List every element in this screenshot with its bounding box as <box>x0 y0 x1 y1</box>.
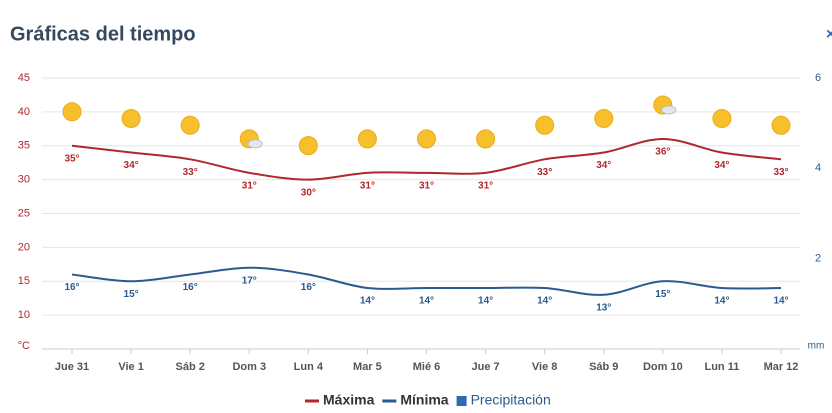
weather-icon <box>712 109 732 129</box>
sun <box>594 109 614 129</box>
legend-label: Precipitación <box>471 392 551 408</box>
cloud <box>247 139 263 149</box>
sun <box>535 115 555 135</box>
data-label: 35° <box>64 153 79 164</box>
data-label: 13° <box>596 302 611 313</box>
sun <box>417 129 436 149</box>
data-label: 17° <box>242 275 257 286</box>
data-label: 14° <box>478 296 493 307</box>
sun <box>62 102 82 122</box>
data-label: 31° <box>478 180 493 191</box>
data-label: 31° <box>242 180 257 191</box>
legend-label: Mínima <box>400 392 448 408</box>
weather-icon <box>121 109 141 129</box>
series-line <box>71 137 782 181</box>
y-tick-label: 30 <box>18 174 30 186</box>
data-label: 31° <box>419 180 434 191</box>
legend-swatch <box>456 396 467 406</box>
sun <box>357 129 377 149</box>
data-label: 16° <box>301 282 316 293</box>
sun <box>298 136 318 156</box>
data-label: 14° <box>537 296 552 307</box>
sun <box>121 109 141 129</box>
weather-icon <box>476 129 496 149</box>
data-label: 15° <box>655 289 670 300</box>
series-line <box>71 266 782 296</box>
data-label: 16° <box>64 282 79 293</box>
data-label: 16° <box>183 282 198 293</box>
sun <box>771 115 791 135</box>
y2-unit: mm <box>808 341 825 352</box>
x-tick-label: Mar 5 <box>353 361 382 373</box>
data-label: 34° <box>124 160 139 171</box>
page-title: Gráficas del tiempo <box>10 23 196 45</box>
x-tick-label: Dom 3 <box>232 361 266 373</box>
data-label: 14° <box>714 296 729 307</box>
data-label: 34° <box>596 160 611 171</box>
y-tick-label: 20 <box>18 241 30 253</box>
weather-icon <box>535 115 555 135</box>
y2-tick-label: 4 <box>815 162 821 174</box>
data-label: 14° <box>360 296 375 307</box>
y-tick-label: 25 <box>18 207 30 219</box>
data-label: 30° <box>301 187 316 198</box>
data-label: 33° <box>183 167 198 178</box>
weather-icon <box>62 102 82 122</box>
data-label: 31° <box>360 180 375 191</box>
x-tick-label: Sáb 9 <box>589 361 618 373</box>
legend-label: Máxima <box>323 392 375 408</box>
y-tick-label: 15 <box>18 275 30 287</box>
y2-tick-label: 2 <box>815 253 821 265</box>
x-tick-label: Lun 11 <box>704 361 739 373</box>
x-tick-label: Vie 1 <box>118 361 144 373</box>
weather-icon <box>771 115 791 135</box>
weather-icon <box>357 129 377 149</box>
close-icon[interactable]: × <box>826 26 832 43</box>
y-tick-label: 40 <box>18 106 30 118</box>
data-label: 36° <box>655 147 670 158</box>
y-unit: °C <box>18 340 30 352</box>
weather-icon <box>417 129 436 149</box>
data-label: 14° <box>419 296 434 307</box>
cloud <box>661 105 677 115</box>
x-tick-label: Mié 6 <box>413 361 441 373</box>
weather-icon <box>653 95 677 115</box>
y-tick-label: 45 <box>18 72 30 84</box>
x-tick-label: Jue 7 <box>472 361 500 373</box>
weather-icon <box>239 129 263 149</box>
sun <box>180 115 200 135</box>
x-tick-label: Lun 4 <box>294 361 324 373</box>
weather-icon <box>594 109 614 129</box>
y2-tick-label: 6 <box>815 72 821 84</box>
data-label: 15° <box>124 289 139 300</box>
x-tick-label: Jue 31 <box>55 361 89 373</box>
x-tick-label: Vie 8 <box>532 361 558 373</box>
data-label: 34° <box>714 160 729 171</box>
weather-icon <box>298 136 318 156</box>
weather-icon <box>180 115 200 135</box>
x-tick-label: Sáb 2 <box>175 361 204 373</box>
y-tick-label: 35 <box>18 140 30 152</box>
x-tick-label: Dom 10 <box>643 361 683 373</box>
y-tick-label: 10 <box>18 309 30 321</box>
x-tick-label: Mar 12 <box>764 361 799 373</box>
sun <box>712 109 732 129</box>
data-label: 33° <box>537 167 552 178</box>
sun <box>476 129 496 149</box>
data-label: 33° <box>773 167 788 178</box>
data-label: 14° <box>773 296 788 307</box>
